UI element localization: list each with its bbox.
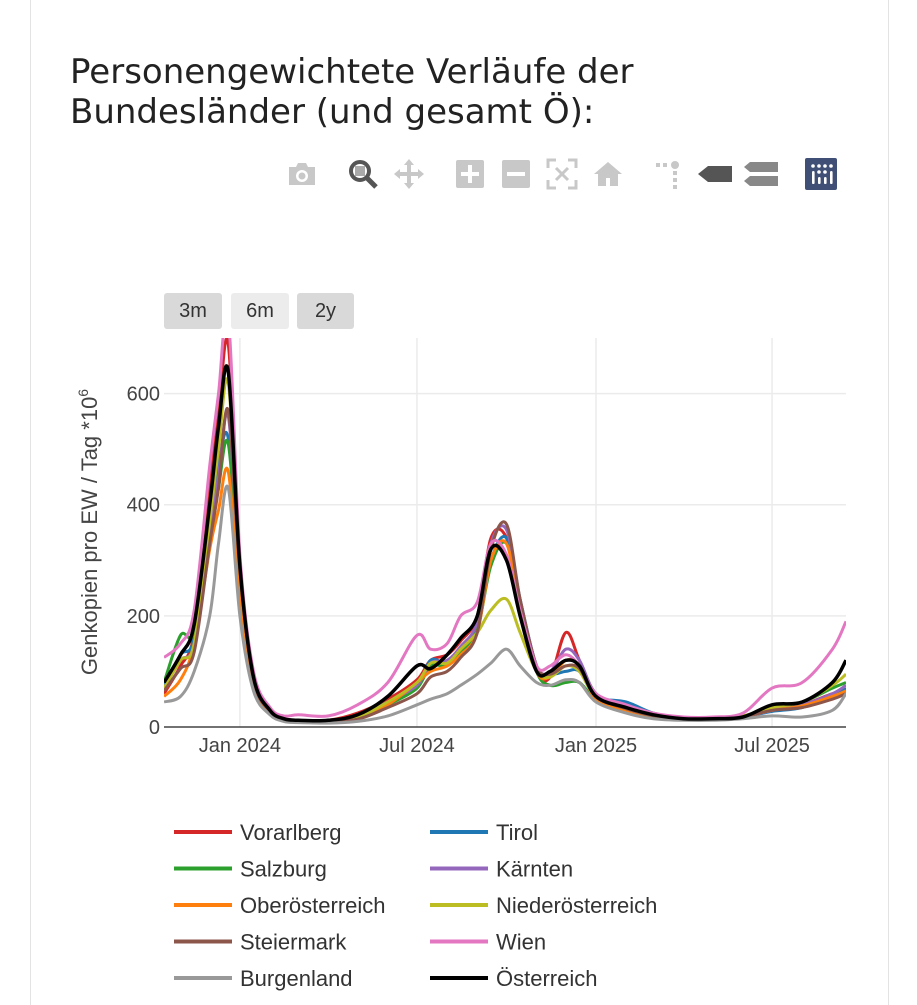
content-card [30,0,889,1005]
modebar [0,156,917,192]
x-tick-label: Jul 2024 [379,735,455,757]
home-icon[interactable] [591,156,625,192]
legend-label: Vorarlberg [240,820,342,845]
range-button-6m[interactable]: 6m [231,293,289,329]
zoom-out-icon[interactable] [499,156,533,192]
series-line [164,411,846,724]
pan-icon[interactable] [392,156,426,192]
series-line [164,438,846,724]
y-tick-label: 0 [149,717,160,739]
legend-label: Burgenland [240,966,353,991]
hover-compare-icon[interactable] [744,156,778,192]
camera-icon[interactable] [285,156,319,192]
legend-label: Salzburg [240,857,327,882]
zoom-in-icon[interactable] [453,156,487,192]
legend-label: Kärnten [496,857,573,882]
page-title: Personengewichtete Verläufe der Bundeslä… [70,52,634,132]
y-tick-label: 400 [127,495,160,517]
range-button-2y[interactable]: 2y [297,293,354,329]
legend-label: Wien [496,930,546,955]
y-axis-title: Genkopien pro EW / Tag *106 [75,389,102,675]
legend-label: Österreich [496,966,597,991]
y-tick-label: 200 [127,606,160,628]
x-tick-label: Jan 2024 [199,735,281,757]
x-tick-label: Jul 2025 [734,735,810,757]
x-tick-label: Jan 2025 [555,735,637,757]
legend-label: Tirol [496,820,538,845]
series-line [164,430,846,724]
series-line [164,338,846,719]
series-line [164,406,846,724]
series-line [164,364,846,723]
zoom-icon[interactable] [346,156,380,192]
y-axis-title-exponent: 6 [75,389,91,397]
plotly-logo-icon[interactable] [804,156,838,192]
y-tick-label: 600 [127,384,160,406]
legend-label: Niederösterreich [496,893,657,918]
legend-label: Steiermark [240,930,347,955]
hover-closest-icon[interactable] [698,156,732,192]
range-button-3m[interactable]: 3m [164,293,222,329]
legend-label: Oberösterreich [240,893,386,918]
series-line [164,466,846,724]
autoscale-icon[interactable] [545,156,579,192]
spike-lines-icon[interactable] [651,156,685,192]
